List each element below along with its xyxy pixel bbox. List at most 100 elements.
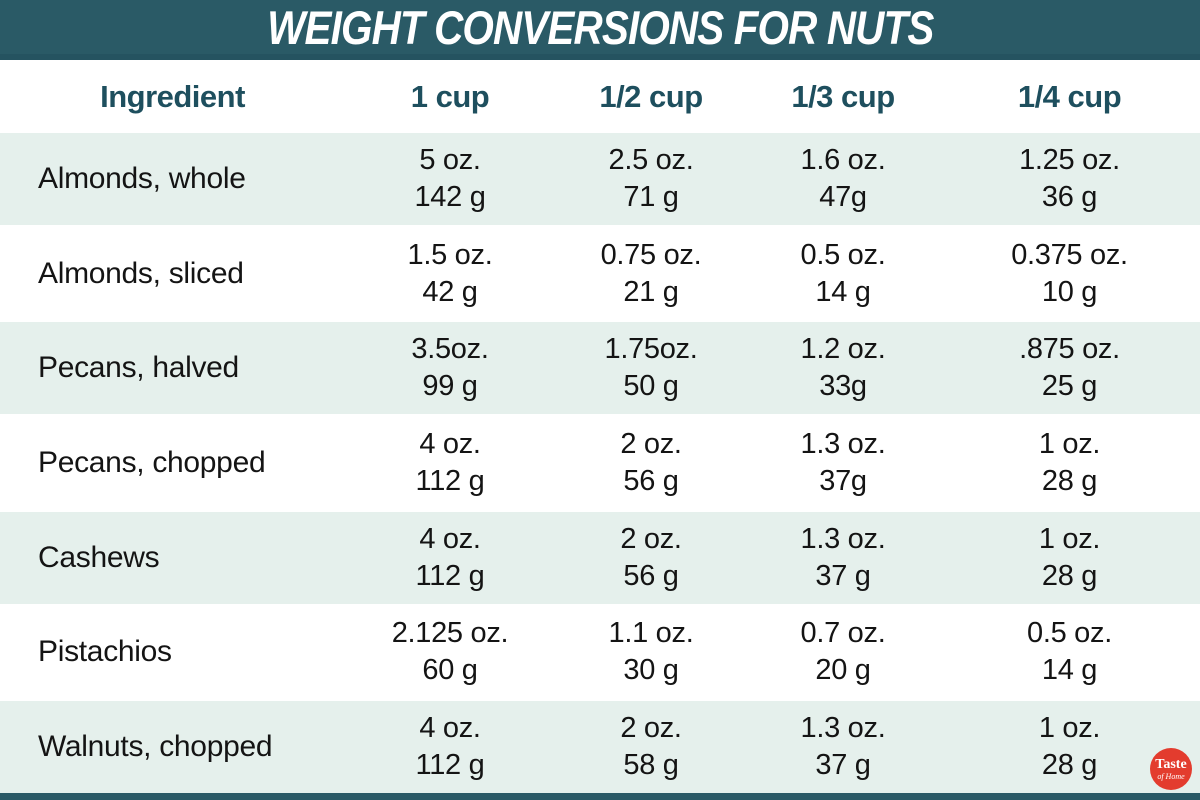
value-cell: 1 oz. 28 g [939, 426, 1200, 500]
oz-line: 0.5 oz. [800, 238, 886, 271]
value-cell: 0.75 oz. 21 g [555, 237, 747, 311]
value-cell: 1 oz. 28 g [939, 521, 1200, 595]
value-cell: 1.75oz. 50 g [555, 331, 747, 405]
column-header-quarter-cup: 1/4 cup [1017, 78, 1122, 114]
value-cell: 1 oz. 28 g [939, 710, 1200, 784]
oz-line: 1.75oz. [604, 333, 698, 366]
table-row-cashews: Cashews 4 oz. 112 g 2 oz. 56 g 1.3 oz. 3… [0, 511, 1200, 604]
ingredient-label: Almonds, whole [38, 161, 246, 195]
gram-line: 25 g [1041, 370, 1098, 403]
gram-line: 71 g [623, 180, 679, 213]
oz-line: 1 oz. [1038, 522, 1101, 555]
gram-line: 14 g [815, 275, 871, 308]
gram-line: 47g [819, 180, 867, 213]
table-row-pecans-chopped: Pecans, chopped 4 oz. 112 g 2 oz. 56 g 1… [0, 417, 1200, 509]
column-header-1-cup: 1 cup [410, 78, 490, 114]
oz-line: 1.3 oz. [800, 428, 886, 461]
value-cell: 1.25 oz. 36 g [939, 142, 1200, 216]
oz-line: 2 oz. [620, 428, 682, 461]
column-header-half-cup: 1/2 cup [599, 78, 703, 114]
oz-line: 1.5 oz. [407, 238, 493, 271]
gram-line: 142 g [414, 180, 486, 213]
value-cell: 1.3 oz. 37 g [747, 521, 939, 595]
gram-line: 28 g [1041, 465, 1098, 498]
oz-line: 4 oz. [419, 712, 481, 745]
oz-line: 2 oz. [620, 712, 682, 745]
table-row-pecans-halved: Pecans, halved 3.5oz. 99 g 1.75oz. 50 g … [0, 322, 1200, 415]
table-header-row: Ingredient 1 cup 1/2 cup 1/3 cup 1/4 cup [0, 60, 1200, 133]
ingredient-label: Pecans, halved [38, 351, 239, 385]
value-cell: 1.6 oz. 47g [747, 142, 939, 216]
logo-text-of-home: of Home [1157, 771, 1185, 781]
gram-line: 99 g [422, 370, 478, 403]
oz-line: 0.75 oz. [600, 238, 702, 271]
gram-line: 60 g [422, 654, 478, 687]
oz-line: 1.25 oz. [1019, 143, 1120, 176]
value-cell: 1.3 oz. 37 g [747, 710, 939, 784]
oz-line: 1.3 oz. [800, 522, 886, 555]
value-cell: 0.7 oz. 20 g [747, 615, 939, 689]
value-cell: 1.2 oz. 33g [747, 331, 939, 405]
value-cell: 5 oz. 142 g [345, 142, 555, 216]
gram-line: 33g [819, 370, 867, 403]
value-cell: 2.5 oz. 71 g [555, 142, 747, 216]
value-cell: 0.375 oz. 10 g [939, 237, 1200, 311]
value-cell: 2 oz. 58 g [555, 710, 747, 784]
gram-line: 112 g [415, 465, 485, 498]
oz-line: 1 oz. [1038, 712, 1101, 745]
gram-line: 37 g [815, 559, 871, 592]
value-cell: 0.5 oz. 14 g [747, 237, 939, 311]
oz-line: 0.375 oz. [1011, 238, 1128, 271]
value-cell: 2 oz. 56 g [555, 426, 747, 500]
column-header-third-cup: 1/3 cup [791, 78, 895, 114]
gram-line: 28 g [1041, 749, 1098, 782]
gram-line: 14 g [1041, 654, 1098, 687]
value-cell: 2.125 oz. 60 g [345, 615, 555, 689]
ingredient-label: Almonds, sliced [38, 256, 244, 290]
oz-line: 1 oz. [1038, 428, 1101, 461]
oz-line: 0.5 oz. [1027, 617, 1112, 650]
taste-of-home-logo: Taste of Home [1150, 748, 1192, 790]
gram-line: 42 g [422, 275, 478, 308]
bottom-bar [0, 793, 1200, 800]
oz-line: 1.6 oz. [800, 143, 886, 176]
value-cell: 4 oz. 112 g [345, 710, 555, 784]
oz-line: 0.7 oz. [800, 617, 886, 650]
oz-line: 4 oz. [419, 428, 481, 461]
value-cell: 1.3 oz. 37g [747, 426, 939, 500]
value-cell: 4 oz. 112 g [345, 521, 555, 595]
oz-line: 4 oz. [419, 522, 481, 555]
oz-line: 5 oz. [419, 143, 481, 176]
oz-line: 2.125 oz. [391, 617, 509, 650]
gram-line: 112 g [415, 559, 485, 592]
value-cell: 4 oz. 112 g [345, 426, 555, 500]
gram-line: 37g [819, 465, 867, 498]
gram-line: 30 g [623, 654, 679, 687]
gram-line: 28 g [1041, 559, 1098, 592]
logo-text-taste: Taste [1155, 756, 1187, 772]
table-row-walnuts-chopped: Walnuts, chopped 4 oz. 112 g 2 oz. 58 g … [0, 701, 1200, 794]
gram-line: 20 g [815, 654, 871, 687]
page-title: WEIGHT CONVERSIONS FOR NUTS [266, 0, 934, 54]
column-header-ingredient: Ingredient [100, 78, 245, 114]
table-row-almonds-sliced: Almonds, sliced 1.5 oz. 42 g 0.75 oz. 21… [0, 227, 1200, 320]
oz-line: 3.5oz. [411, 333, 489, 366]
ingredient-label: Pecans, chopped [38, 446, 266, 480]
oz-line: .875 oz. [1019, 333, 1120, 366]
oz-line: 1.2 oz. [800, 333, 886, 366]
oz-line: 1.3 oz. [800, 712, 886, 745]
oz-line: 1.1 oz. [608, 617, 694, 650]
gram-line: 10 g [1041, 275, 1098, 308]
ingredient-label: Pistachios [38, 635, 172, 669]
title-bar: WEIGHT CONVERSIONS FOR NUTS [0, 0, 1200, 60]
gram-line: 37 g [815, 749, 871, 782]
gram-line: 56 g [623, 465, 679, 498]
gram-line: 21 g [623, 275, 679, 308]
ingredient-label: Walnuts, chopped [38, 730, 273, 764]
value-cell: 0.5 oz. 14 g [939, 615, 1200, 689]
value-cell: 3.5oz. 99 g [345, 331, 555, 405]
table-row-pistachios: Pistachios 2.125 oz. 60 g 1.1 oz. 30 g 0… [0, 606, 1200, 699]
gram-line: 36 g [1041, 180, 1098, 213]
oz-line: 2 oz. [620, 522, 682, 555]
table-body: Almonds, whole 5 oz. 142 g 2.5 oz. 71 g … [0, 133, 1200, 794]
